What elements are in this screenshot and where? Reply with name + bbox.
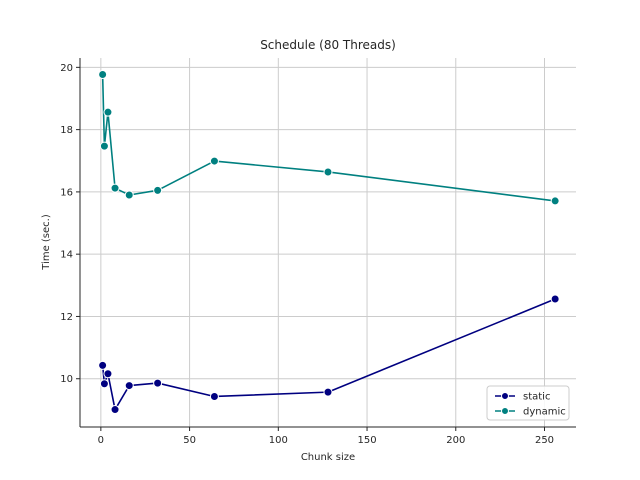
data-point-static [323, 387, 333, 397]
x-tick-label: 0 [98, 435, 104, 446]
grid-lines [80, 58, 576, 427]
legend-label-static: static [523, 392, 550, 403]
y-tick-label: 14 [60, 250, 73, 261]
data-point-dynamic [550, 196, 560, 206]
data-point-dynamic [99, 141, 109, 151]
y-tick-label: 20 [60, 63, 73, 74]
data-point-dynamic [98, 70, 108, 80]
data-point-static [124, 381, 134, 391]
data-point-static [110, 405, 120, 415]
legend: static dynamic [486, 385, 570, 421]
legend-marker-static [501, 392, 509, 400]
chart-title: Schedule (80 Threads) [260, 38, 396, 52]
data-point-static [103, 369, 113, 379]
x-axis-label: Chunk size [301, 452, 355, 463]
data-point-static [99, 379, 109, 389]
legend-marker-dynamic [501, 407, 509, 415]
data-point-dynamic [103, 107, 113, 117]
x-tick-label: 150 [357, 435, 376, 446]
series-dynamic [98, 70, 560, 206]
data-point-static [153, 378, 163, 388]
data-point-dynamic [323, 167, 333, 177]
series-layer [98, 70, 560, 415]
legend-label-dynamic: dynamic [523, 407, 566, 418]
data-point-dynamic [209, 156, 219, 166]
data-point-dynamic [124, 190, 134, 200]
data-point-static [98, 360, 108, 370]
y-axis-label: Time (sec.) [41, 214, 52, 271]
y-tick-label: 18 [60, 125, 73, 136]
y-tick-label: 10 [60, 374, 73, 385]
y-tick-label: 16 [60, 187, 73, 198]
data-point-dynamic [110, 183, 120, 193]
x-tick-label: 250 [535, 435, 554, 446]
data-point-static [550, 294, 560, 304]
x-tick-label: 100 [269, 435, 288, 446]
x-tick-label: 200 [446, 435, 465, 446]
data-point-static [209, 391, 219, 401]
axes: 0 50 100 150 200 250 10 12 14 16 18 20 [60, 58, 576, 446]
data-point-dynamic [153, 185, 163, 195]
series-static [98, 294, 560, 415]
y-tick-label: 12 [60, 312, 73, 323]
x-tick-label: 50 [183, 435, 196, 446]
